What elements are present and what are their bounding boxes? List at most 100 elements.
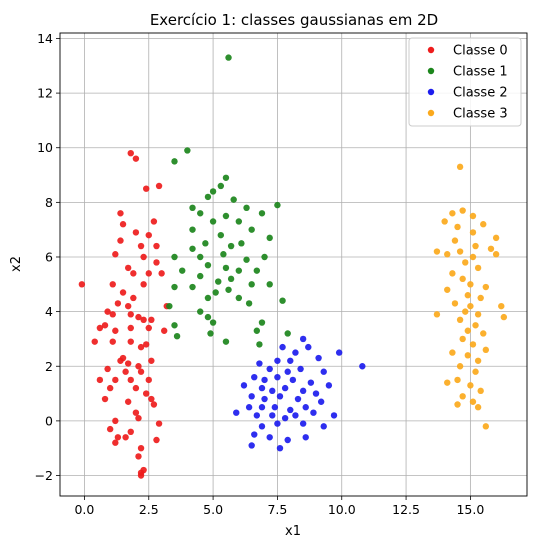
data-point [209, 319, 217, 326]
data-point [127, 324, 134, 332]
data-point [112, 376, 119, 384]
data-point [101, 395, 109, 403]
data-point [269, 412, 276, 419]
data-point [161, 327, 168, 334]
y-tick-label: 4 [45, 304, 53, 319]
data-point [197, 308, 204, 315]
y-axis-label: x2 [9, 256, 24, 272]
data-point [274, 373, 281, 381]
data-point [359, 363, 366, 370]
data-point [266, 281, 273, 288]
data-point [225, 286, 232, 293]
data-point [464, 292, 472, 299]
data-point [462, 308, 469, 315]
data-point [132, 155, 140, 162]
data-point [235, 218, 243, 225]
data-point [284, 330, 291, 337]
data-point [433, 248, 441, 255]
y-tick-label: 2 [45, 359, 53, 374]
data-point [253, 327, 261, 334]
data-point [279, 343, 286, 351]
data-point [251, 431, 258, 438]
data-point [271, 404, 279, 411]
data-point [119, 289, 127, 296]
legend-marker [427, 46, 435, 54]
data-point [112, 251, 119, 258]
data-point [279, 297, 286, 304]
data-point [197, 272, 204, 280]
data-point [459, 335, 466, 343]
data-point [101, 322, 109, 329]
data-point [469, 212, 477, 220]
data-point [209, 218, 217, 225]
data-point [459, 275, 466, 283]
data-point [143, 185, 150, 192]
data-point [269, 387, 276, 395]
data-point [233, 409, 240, 416]
axis-ticks: 0.0 2.5 5.0 7.5 10.0 12.5 15.0 −2 0 2 4 6 8 10 12 14 [35, 31, 485, 517]
data-point [171, 158, 178, 165]
data-point [258, 210, 266, 217]
data-point [122, 434, 129, 441]
data-point [155, 420, 163, 427]
data-point [480, 330, 487, 337]
data-point [145, 231, 152, 239]
plot-frame [59, 32, 528, 497]
data-point [109, 311, 116, 318]
data-point [209, 188, 217, 195]
data-point [467, 302, 474, 310]
data-point [477, 387, 484, 395]
data-point [104, 308, 111, 315]
data-point [274, 201, 281, 209]
data-point [204, 261, 212, 269]
data-point [474, 357, 482, 364]
data-point [227, 275, 235, 283]
data-point [297, 365, 304, 373]
data-point [459, 207, 466, 214]
data-point [317, 398, 325, 405]
data-point [112, 327, 119, 334]
series-3 [433, 163, 508, 430]
data-point [117, 210, 124, 217]
grid [60, 33, 527, 496]
data-point [459, 393, 466, 400]
data-point [449, 270, 456, 277]
data-point [222, 174, 230, 181]
x-tick-label: 7.5 [267, 502, 287, 517]
x-tick-label: 5.0 [203, 502, 223, 517]
data-point [456, 248, 464, 255]
data-point [96, 376, 104, 384]
legend-box [408, 37, 522, 127]
y-tick-label: −2 [35, 468, 53, 483]
data-point [284, 368, 291, 375]
data-point [148, 357, 155, 364]
data-point [222, 212, 230, 220]
data-point [114, 300, 122, 307]
data-point [472, 242, 479, 250]
data-point [433, 311, 441, 318]
data-point [204, 294, 212, 302]
data-point [179, 267, 186, 274]
data-point [258, 404, 266, 411]
y-tick-label: 0 [45, 413, 53, 428]
data-point [132, 409, 140, 416]
data-point [302, 434, 309, 441]
data-point [299, 387, 307, 395]
data-point [150, 218, 158, 225]
data-point [119, 221, 127, 228]
data-point [225, 54, 232, 61]
data-point [472, 322, 479, 329]
data-point [127, 376, 134, 384]
data-point [245, 404, 253, 411]
data-point [130, 270, 137, 277]
data-point [482, 423, 490, 430]
data-point [140, 316, 147, 324]
data-point [150, 401, 158, 408]
data-point [248, 281, 255, 288]
data-point [276, 393, 284, 400]
data-point [78, 281, 86, 288]
data-point [266, 434, 273, 441]
data-point [135, 313, 142, 321]
data-point [444, 286, 451, 293]
data-point [472, 368, 479, 375]
